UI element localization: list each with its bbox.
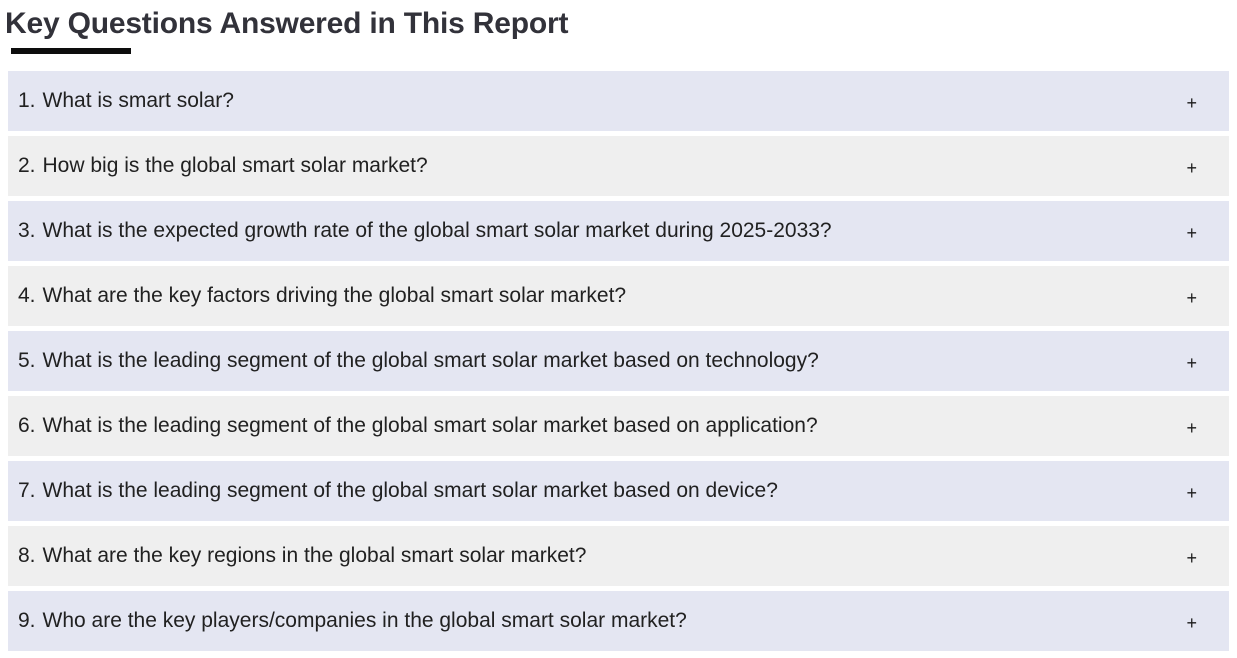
faq-question: 5. What is the leading segment of the glo… (18, 349, 1186, 373)
plus-icon[interactable]: + (1186, 223, 1197, 243)
faq-row[interactable]: 4. What are the key factors driving the g… (8, 266, 1229, 326)
plus-icon[interactable]: + (1186, 93, 1197, 113)
faq-question-text: What is the leading segment of the globa… (42, 479, 778, 502)
faq-question-number: 1. (18, 89, 36, 112)
faq-question-number: 5. (18, 349, 36, 372)
faq-question-number: 9. (18, 609, 36, 632)
faq-question-number: 7. (18, 479, 36, 502)
plus-icon[interactable]: + (1186, 548, 1197, 568)
report-header: Key Questions Answered in This Report (0, 0, 1237, 54)
faq-question-text: What is smart solar? (42, 89, 234, 112)
faq-question-text: What are the key regions in the global s… (42, 544, 587, 567)
faq-row[interactable]: 5. What is the leading segment of the glo… (8, 331, 1229, 391)
faq-question-number: 3. (18, 219, 36, 242)
plus-icon[interactable]: + (1186, 158, 1197, 178)
plus-icon[interactable]: + (1186, 288, 1197, 308)
faq-question: 1. What is smart solar? (18, 89, 1186, 113)
faq-question-text: What are the key factors driving the glo… (42, 284, 627, 307)
faq-row[interactable]: 2. How big is the global smart solar mark… (8, 136, 1229, 196)
plus-icon[interactable]: + (1186, 418, 1197, 438)
faq-list: 1. What is smart solar? + 2. How big is th… (8, 71, 1229, 651)
page-title: Key Questions Answered in This Report (5, 7, 569, 40)
title-underline (11, 48, 131, 54)
faq-question: 6. What is the leading segment of the glo… (18, 414, 1186, 438)
faq-row[interactable]: 7. What is the leading segment of the glo… (8, 461, 1229, 521)
faq-question-text: What is the leading segment of the globa… (42, 414, 818, 437)
faq-question-number: 6. (18, 414, 36, 437)
plus-icon[interactable]: + (1186, 483, 1197, 503)
faq-question-number: 4. (18, 284, 36, 307)
faq-row[interactable]: 6. What is the leading segment of the glo… (8, 396, 1229, 456)
faq-question-number: 2. (18, 154, 36, 177)
faq-question-text: How big is the global smart solar market… (42, 154, 428, 177)
faq-question-text: What is the leading segment of the globa… (42, 349, 819, 372)
faq-question: 9. Who are the key players/companies in t… (18, 609, 1186, 633)
faq-row[interactable]: 1. What is smart solar? + (8, 71, 1229, 131)
faq-question-text: What is the expected growth rate of the … (42, 219, 832, 242)
faq-question: 8. What are the key regions in the global… (18, 544, 1186, 568)
plus-icon[interactable]: + (1186, 613, 1197, 633)
faq-question-number: 8. (18, 544, 36, 567)
faq-row[interactable]: 8. What are the key regions in the global… (8, 526, 1229, 586)
faq-question: 4. What are the key factors driving the g… (18, 284, 1186, 308)
faq-row[interactable]: 9. Who are the key players/companies in t… (8, 591, 1229, 651)
faq-question-text: Who are the key players/companies in the… (42, 609, 687, 632)
faq-question: 7. What is the leading segment of the glo… (18, 479, 1186, 503)
faq-question: 2. How big is the global smart solar mark… (18, 154, 1186, 178)
faq-row[interactable]: 3. What is the expected growth rate of th… (8, 201, 1229, 261)
plus-icon[interactable]: + (1186, 353, 1197, 373)
faq-question: 3. What is the expected growth rate of th… (18, 219, 1186, 243)
